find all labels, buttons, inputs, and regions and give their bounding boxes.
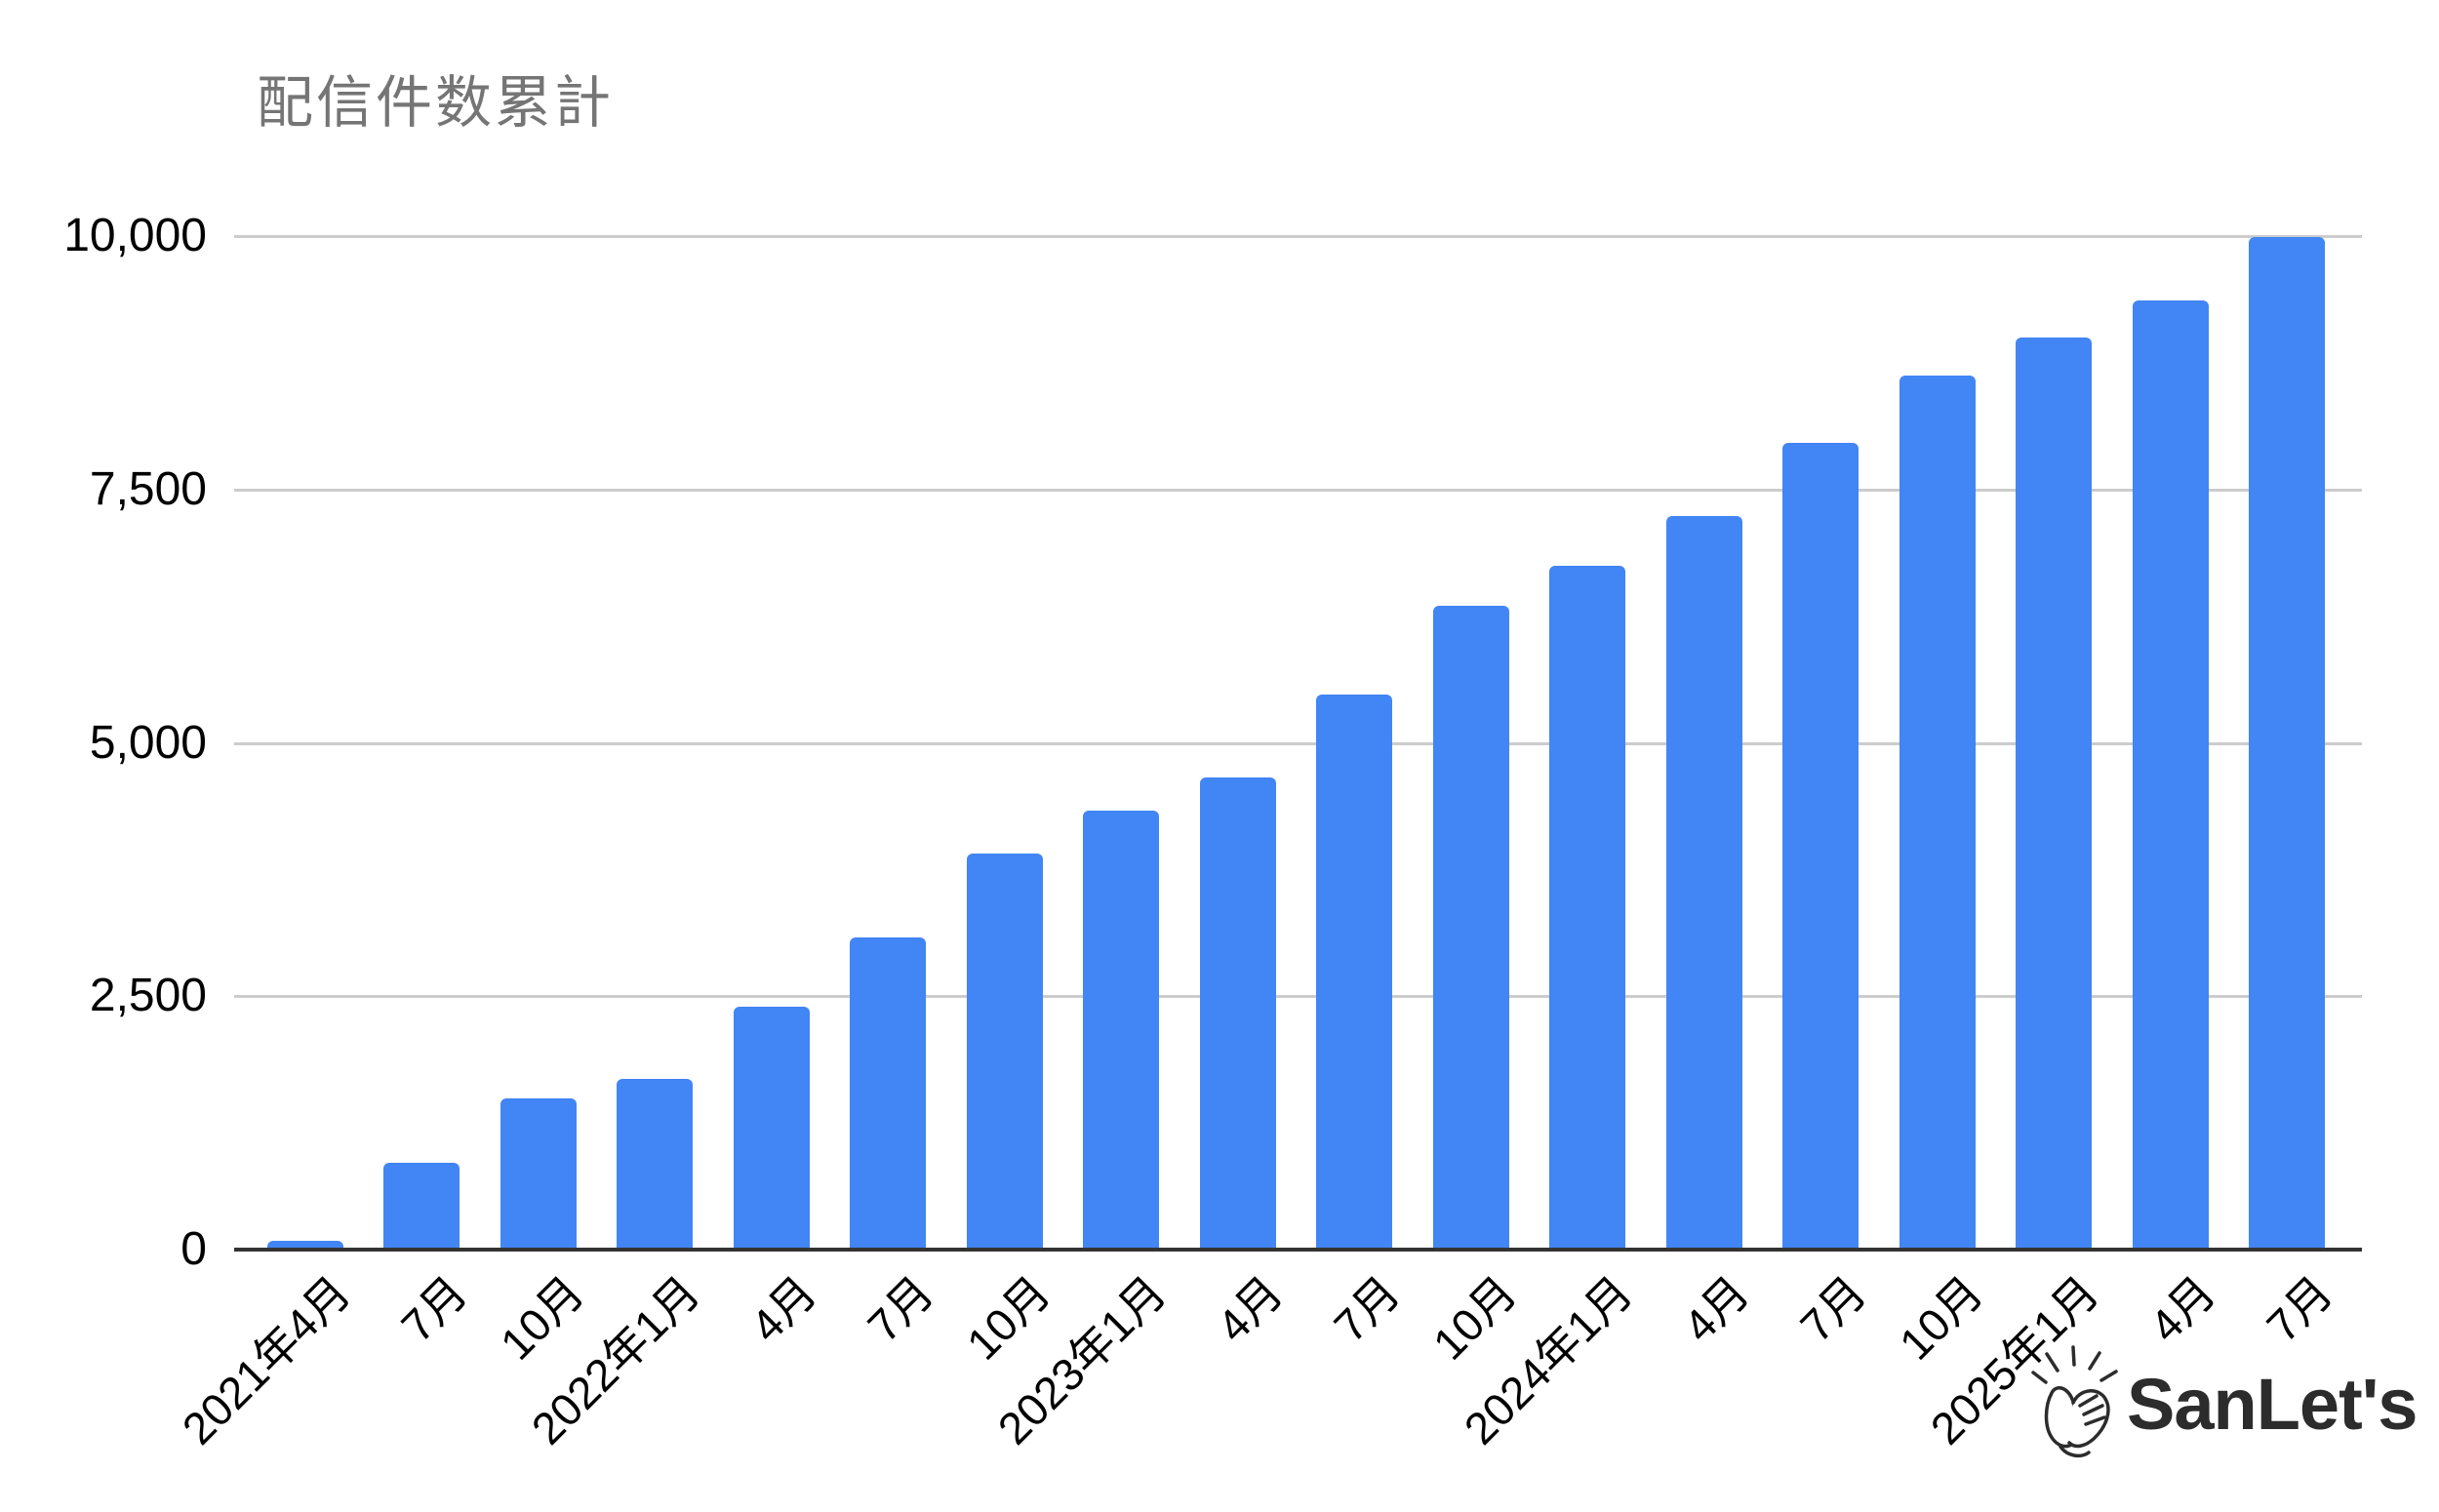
x-axis-label: 7月: [857, 1266, 943, 1352]
gridline: [234, 235, 2362, 238]
bar[interactable]: [500, 1098, 577, 1250]
x-axis-label: 4月: [1673, 1266, 1759, 1352]
bar[interactable]: [2016, 337, 2093, 1250]
x-axis-label: 10月: [1889, 1266, 1992, 1370]
x-axis-label: 10月: [956, 1266, 1060, 1370]
y-axis-label: 2,500: [89, 970, 207, 1022]
bar[interactable]: [266, 1240, 343, 1250]
x-axis-label: 7月: [1789, 1266, 1876, 1352]
x-axis-label: 4月: [740, 1266, 826, 1352]
x-axis-label: 7月: [390, 1266, 477, 1352]
gridline: [234, 741, 2362, 745]
bar[interactable]: [1199, 776, 1276, 1250]
y-axis-label: 5,000: [89, 716, 207, 769]
bar[interactable]: [850, 936, 927, 1250]
bar[interactable]: [1083, 811, 1160, 1250]
bar[interactable]: [1432, 606, 1509, 1250]
brand-name: SanLet's: [2127, 1363, 2418, 1445]
bar[interactable]: [383, 1162, 460, 1250]
x-axis-label: 4月: [2139, 1266, 2225, 1352]
bar[interactable]: [1665, 515, 1742, 1250]
y-axis-label: 0: [180, 1223, 207, 1275]
bar[interactable]: [1549, 565, 1626, 1250]
gridline: [234, 488, 2362, 492]
y-axis-label: 10,000: [63, 210, 207, 261]
bar[interactable]: [617, 1079, 694, 1250]
brand-logo: SanLet's: [2031, 1344, 2418, 1463]
bar[interactable]: [1316, 694, 1393, 1250]
bar[interactable]: [2132, 300, 2209, 1250]
bar[interactable]: [2249, 237, 2326, 1250]
gridline: [234, 995, 2362, 999]
bar[interactable]: [1782, 442, 1859, 1250]
bar[interactable]: [1899, 376, 1976, 1250]
x-axis-label: 2021年4月: [172, 1266, 360, 1454]
bar[interactable]: [966, 853, 1043, 1250]
chart-title: 配信件数累計: [257, 71, 615, 135]
x-axis-label: 7月: [2256, 1266, 2342, 1352]
x-axis-label: 7月: [1323, 1266, 1410, 1352]
x-axis-label: 10月: [1422, 1266, 1526, 1370]
bar[interactable]: [733, 1006, 810, 1250]
y-axis-label: 7,500: [89, 462, 207, 515]
x-axis-label: 10月: [490, 1266, 593, 1370]
clapping-hands-icon: [2031, 1345, 2118, 1458]
x-axis-label: 4月: [1207, 1266, 1293, 1352]
x-axis-line: [234, 1248, 2362, 1252]
